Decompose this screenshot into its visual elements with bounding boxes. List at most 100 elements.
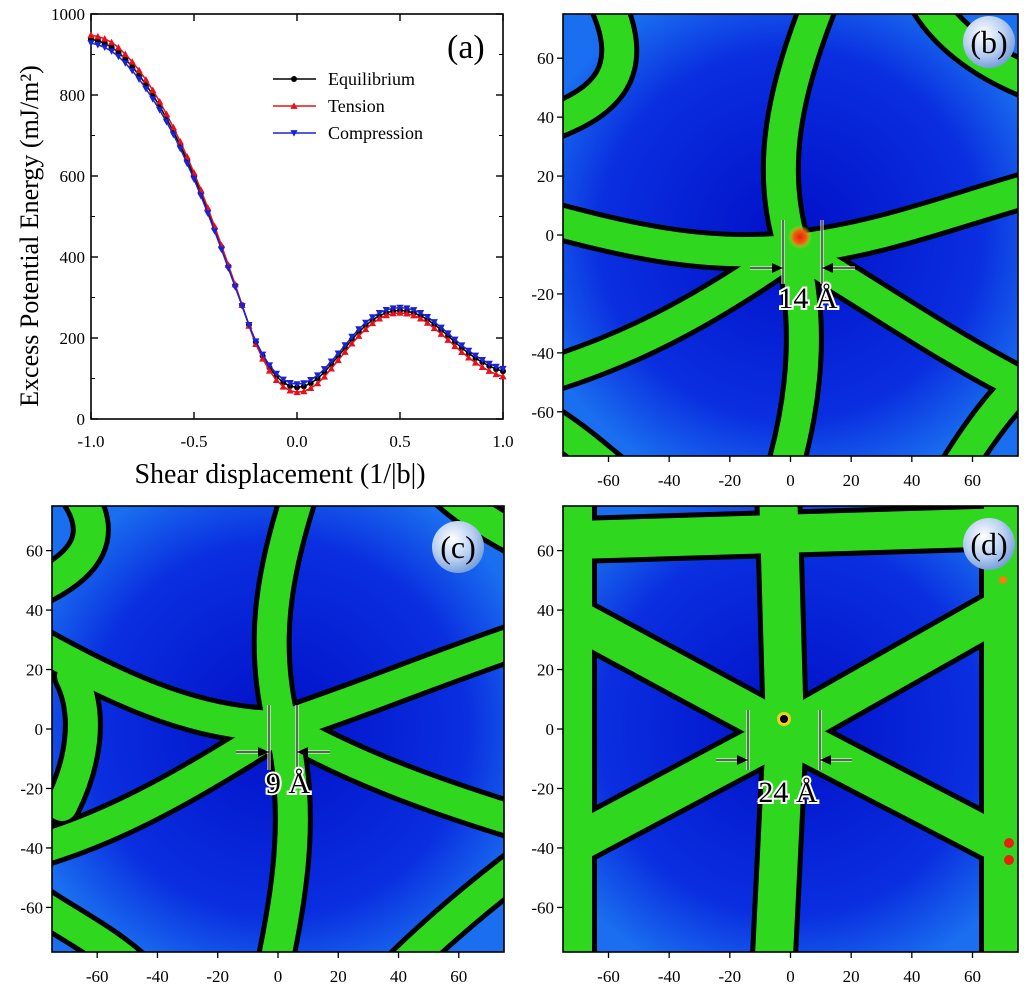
data-point xyxy=(108,48,116,55)
data-point xyxy=(410,311,418,319)
data-point xyxy=(307,377,315,384)
width-annotation-c: 9 Å xyxy=(266,767,311,800)
legend-marker xyxy=(290,130,298,137)
panel-c-heatmap: -60 -40 -20 0 20 40 60 60 40 20 0 -20 -40 -60 9 Å (c… xyxy=(20,505,505,986)
y-tick-label: 600 xyxy=(60,167,86,186)
data-point xyxy=(423,319,432,326)
y-tick-label: 0 xyxy=(77,410,86,429)
series-compression xyxy=(87,40,507,388)
data-point xyxy=(430,324,438,332)
panel-label-bubble-b xyxy=(963,16,1015,68)
x-tick-label: -20 xyxy=(718,471,741,490)
data-point xyxy=(128,58,136,65)
data-point xyxy=(355,332,363,339)
x-tick-label: 60 xyxy=(964,471,981,490)
data-point xyxy=(128,67,136,75)
y-tick-label: -40 xyxy=(531,344,554,363)
data-point xyxy=(375,310,383,317)
x-tick-label: 0 xyxy=(786,471,795,490)
data-point xyxy=(211,228,219,235)
data-point xyxy=(224,265,232,272)
x-tick-label: -0.5 xyxy=(181,432,208,451)
data-point xyxy=(334,356,342,364)
x-tick-label: 20 xyxy=(843,967,860,986)
data-point xyxy=(410,307,418,314)
data-point xyxy=(259,355,267,362)
data-point xyxy=(444,336,452,343)
panel-label-a: (a) xyxy=(447,29,485,66)
data-point xyxy=(451,336,459,344)
data-point xyxy=(437,324,445,332)
data-point xyxy=(156,98,164,105)
data-point xyxy=(348,340,356,347)
data-point xyxy=(156,107,164,114)
data-point xyxy=(135,66,143,74)
data-point xyxy=(293,388,301,396)
x-tick-label: 20 xyxy=(843,471,860,490)
data-point xyxy=(465,347,473,355)
data-point xyxy=(307,384,315,392)
y-tick-label: 60 xyxy=(537,49,554,68)
data-point xyxy=(162,119,171,126)
panel-label-b: (b) xyxy=(970,24,1007,60)
data-point xyxy=(499,365,507,373)
data-point xyxy=(265,367,274,374)
data-point xyxy=(382,311,390,319)
y-tick-label: -40 xyxy=(20,839,43,858)
data-point xyxy=(94,41,102,49)
data-point xyxy=(320,373,329,380)
data-point xyxy=(485,367,493,374)
y-tick-label: -60 xyxy=(531,898,554,917)
data-point xyxy=(183,160,191,168)
panel-b-heatmap: -60 -40 -20 0 20 40 60 60 40 20 0 -20 -40 -60 14 Å (… xyxy=(531,13,1019,490)
y-tick-label: -40 xyxy=(531,839,554,858)
data-point xyxy=(121,60,129,67)
x-tick-label: 40 xyxy=(390,967,407,986)
data-point xyxy=(279,383,287,390)
data-point xyxy=(279,376,287,384)
data-point xyxy=(334,350,342,357)
data-point xyxy=(396,309,404,316)
y-tick-label: 40 xyxy=(537,108,554,127)
data-point xyxy=(417,314,425,322)
data-point xyxy=(238,303,246,310)
data-point xyxy=(389,309,397,317)
width-marker-c xyxy=(236,705,330,770)
x-tick-label: 40 xyxy=(903,967,920,986)
x-axis-label: Shear displacement (1/|b|) xyxy=(134,459,425,490)
data-point xyxy=(142,76,150,83)
legend-label: Tension xyxy=(328,96,385,116)
x-tick-label: -60 xyxy=(597,967,620,986)
data-point xyxy=(149,96,157,103)
data-point xyxy=(176,138,184,145)
y-tick-label: 0 xyxy=(546,720,555,739)
data-point xyxy=(375,314,383,322)
data-point xyxy=(499,372,507,380)
data-point xyxy=(245,321,253,329)
panel-a-chart: -1.0 -0.5 0.0 0.5 1.0 0 200 400 600 800 1000 Shea… xyxy=(15,5,514,490)
data-point xyxy=(458,348,466,356)
data-point xyxy=(265,362,274,369)
y-tick-label: 60 xyxy=(537,542,554,561)
data-point xyxy=(492,363,500,371)
data-point xyxy=(368,319,377,327)
x-tick-label: 0.0 xyxy=(286,432,307,451)
x-tick-label: 0 xyxy=(274,967,283,986)
data-point xyxy=(444,330,452,337)
data-point xyxy=(204,210,212,217)
y-tick-label: 20 xyxy=(537,661,554,680)
data-point xyxy=(94,32,102,40)
data-point xyxy=(272,376,280,383)
series-tension xyxy=(87,31,507,396)
plot-frame xyxy=(90,13,504,420)
x-tick-label: -40 xyxy=(658,471,681,490)
panel-d-heatmap: -60 -40 -20 0 20 40 60 60 40 20 0 -20 -40 -60 24 Å (… xyxy=(531,505,1019,986)
data-point xyxy=(314,379,322,387)
data-point xyxy=(355,326,363,333)
data-point xyxy=(231,284,239,291)
legend-label: Compression xyxy=(328,123,423,143)
data-point xyxy=(348,333,356,341)
data-point xyxy=(108,38,116,46)
data-point xyxy=(121,50,129,58)
data-point xyxy=(293,381,301,388)
